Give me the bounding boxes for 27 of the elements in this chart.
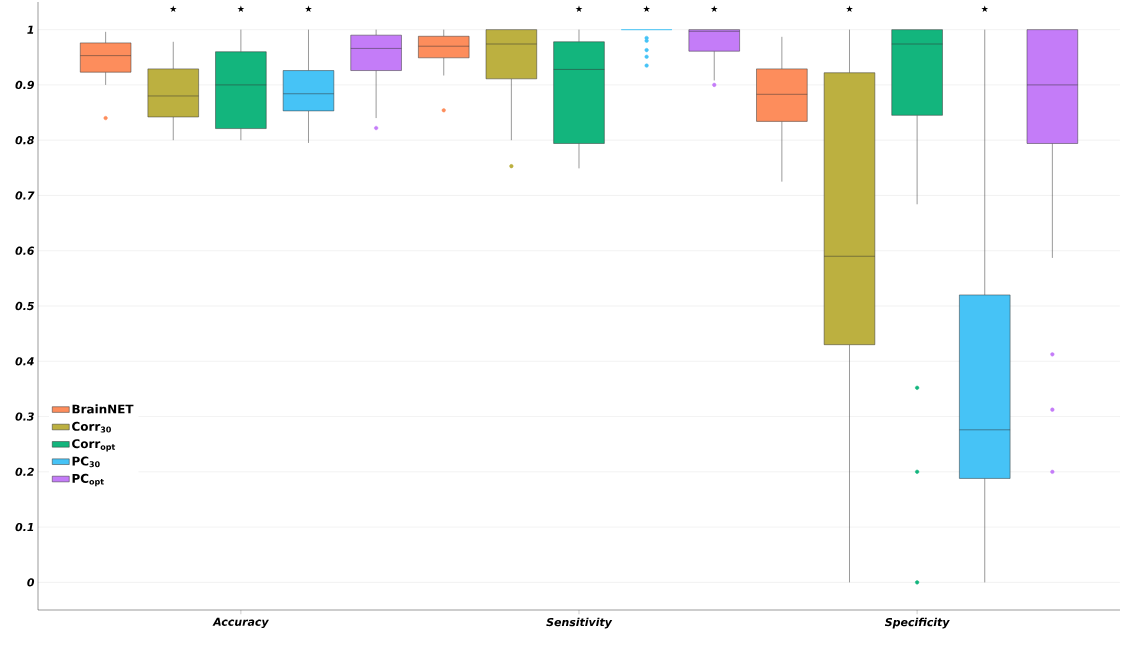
annotation: ★ <box>575 5 583 13</box>
annotation: ★ <box>305 5 312 13</box>
annotation: ★ <box>169 5 177 13</box>
x-tick-label: Specificity <box>884 617 950 629</box>
y-tick-label: 0.5 <box>15 301 34 311</box>
y-tick-label: 1 <box>27 25 34 34</box>
y-tick-label: 0.1 <box>15 522 34 532</box>
legend-label: BrainNET <box>72 404 134 414</box>
y-tick-label: 0.2 <box>15 467 34 476</box>
legend-label: PC$_{opt}$ <box>72 473 104 487</box>
y-tick-label: 0.8 <box>15 136 35 145</box>
legend-label: PC$_{30}$ <box>72 456 100 468</box>
annotation: ★ <box>710 5 718 13</box>
x-tick-label: Accuracy <box>212 617 269 629</box>
y-tick-label: 0.6 <box>15 246 35 255</box>
x-tick-label: Sensitivity <box>546 617 613 629</box>
y-tick-label: 0.9 <box>15 80 34 90</box>
y-tick-label: 0.4 <box>15 357 34 366</box>
annotation: ★ <box>237 5 245 13</box>
annotation: ★ <box>643 5 651 13</box>
y-tick-label: 0.7 <box>15 191 35 200</box>
legend-label: Corr$_{opt}$ <box>72 439 116 452</box>
y-tick-label: 0.3 <box>15 412 34 421</box>
annotation: ★ <box>981 5 989 13</box>
annotation: ★ <box>846 5 853 13</box>
legend-label: Corr$_{30}$ <box>72 421 111 433</box>
y-tick-label: 0 <box>27 578 35 587</box>
